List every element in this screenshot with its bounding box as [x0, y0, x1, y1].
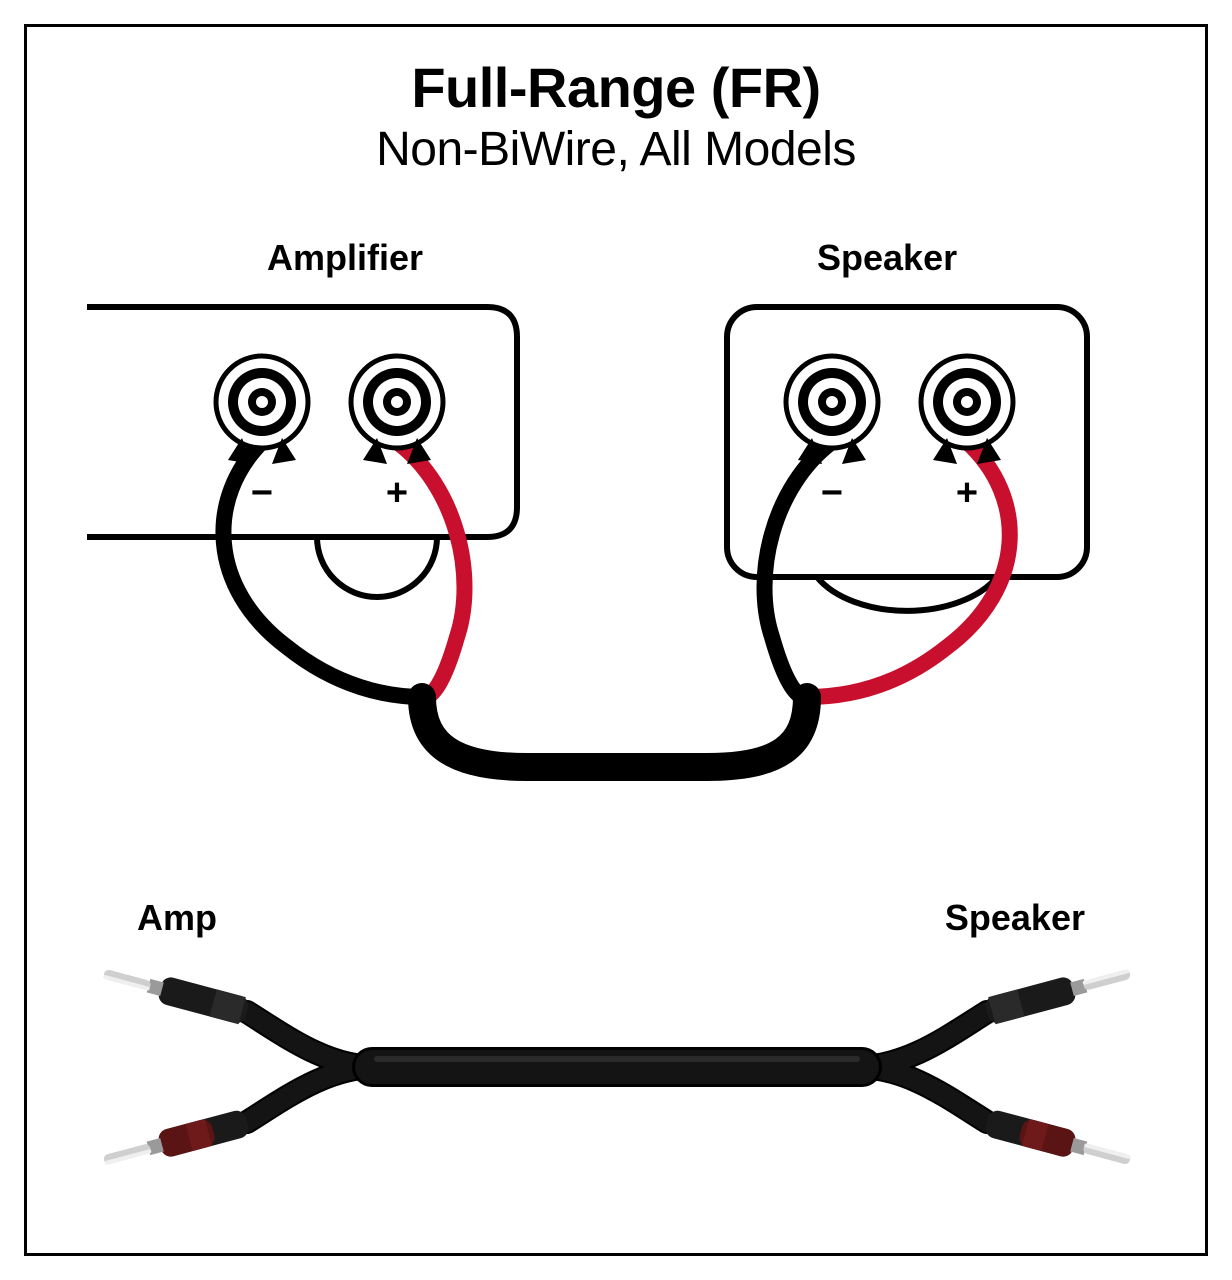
plug-left-top [100, 960, 250, 1025]
speaker-box [727, 307, 1087, 611]
cable-photo-svg [27, 917, 1207, 1217]
title-main: Full-Range (FR) [27, 55, 1205, 120]
title-block: Full-Range (FR) Non-BiWire, All Models [27, 55, 1205, 177]
plug-left-bottom [100, 1108, 250, 1173]
main-cable [422, 697, 807, 767]
amp-plus-symbol: + [386, 472, 408, 514]
speaker-minus-symbol: − [821, 472, 843, 514]
amplifier-box [87, 307, 517, 597]
plug-right-top [983, 960, 1133, 1025]
wiring-diagram: Amplifier Speaker [27, 237, 1205, 797]
diagram-frame: Full-Range (FR) Non-BiWire, All Models A… [24, 24, 1208, 1256]
wiring-svg: − + − + [27, 237, 1207, 797]
title-sub: Non-BiWire, All Models [27, 122, 1205, 177]
cable-photo: Amp Speaker [27, 897, 1205, 1217]
plug-right-bottom [983, 1108, 1133, 1173]
amp-minus-symbol: − [251, 472, 273, 514]
speaker-plus-symbol: + [956, 472, 978, 514]
